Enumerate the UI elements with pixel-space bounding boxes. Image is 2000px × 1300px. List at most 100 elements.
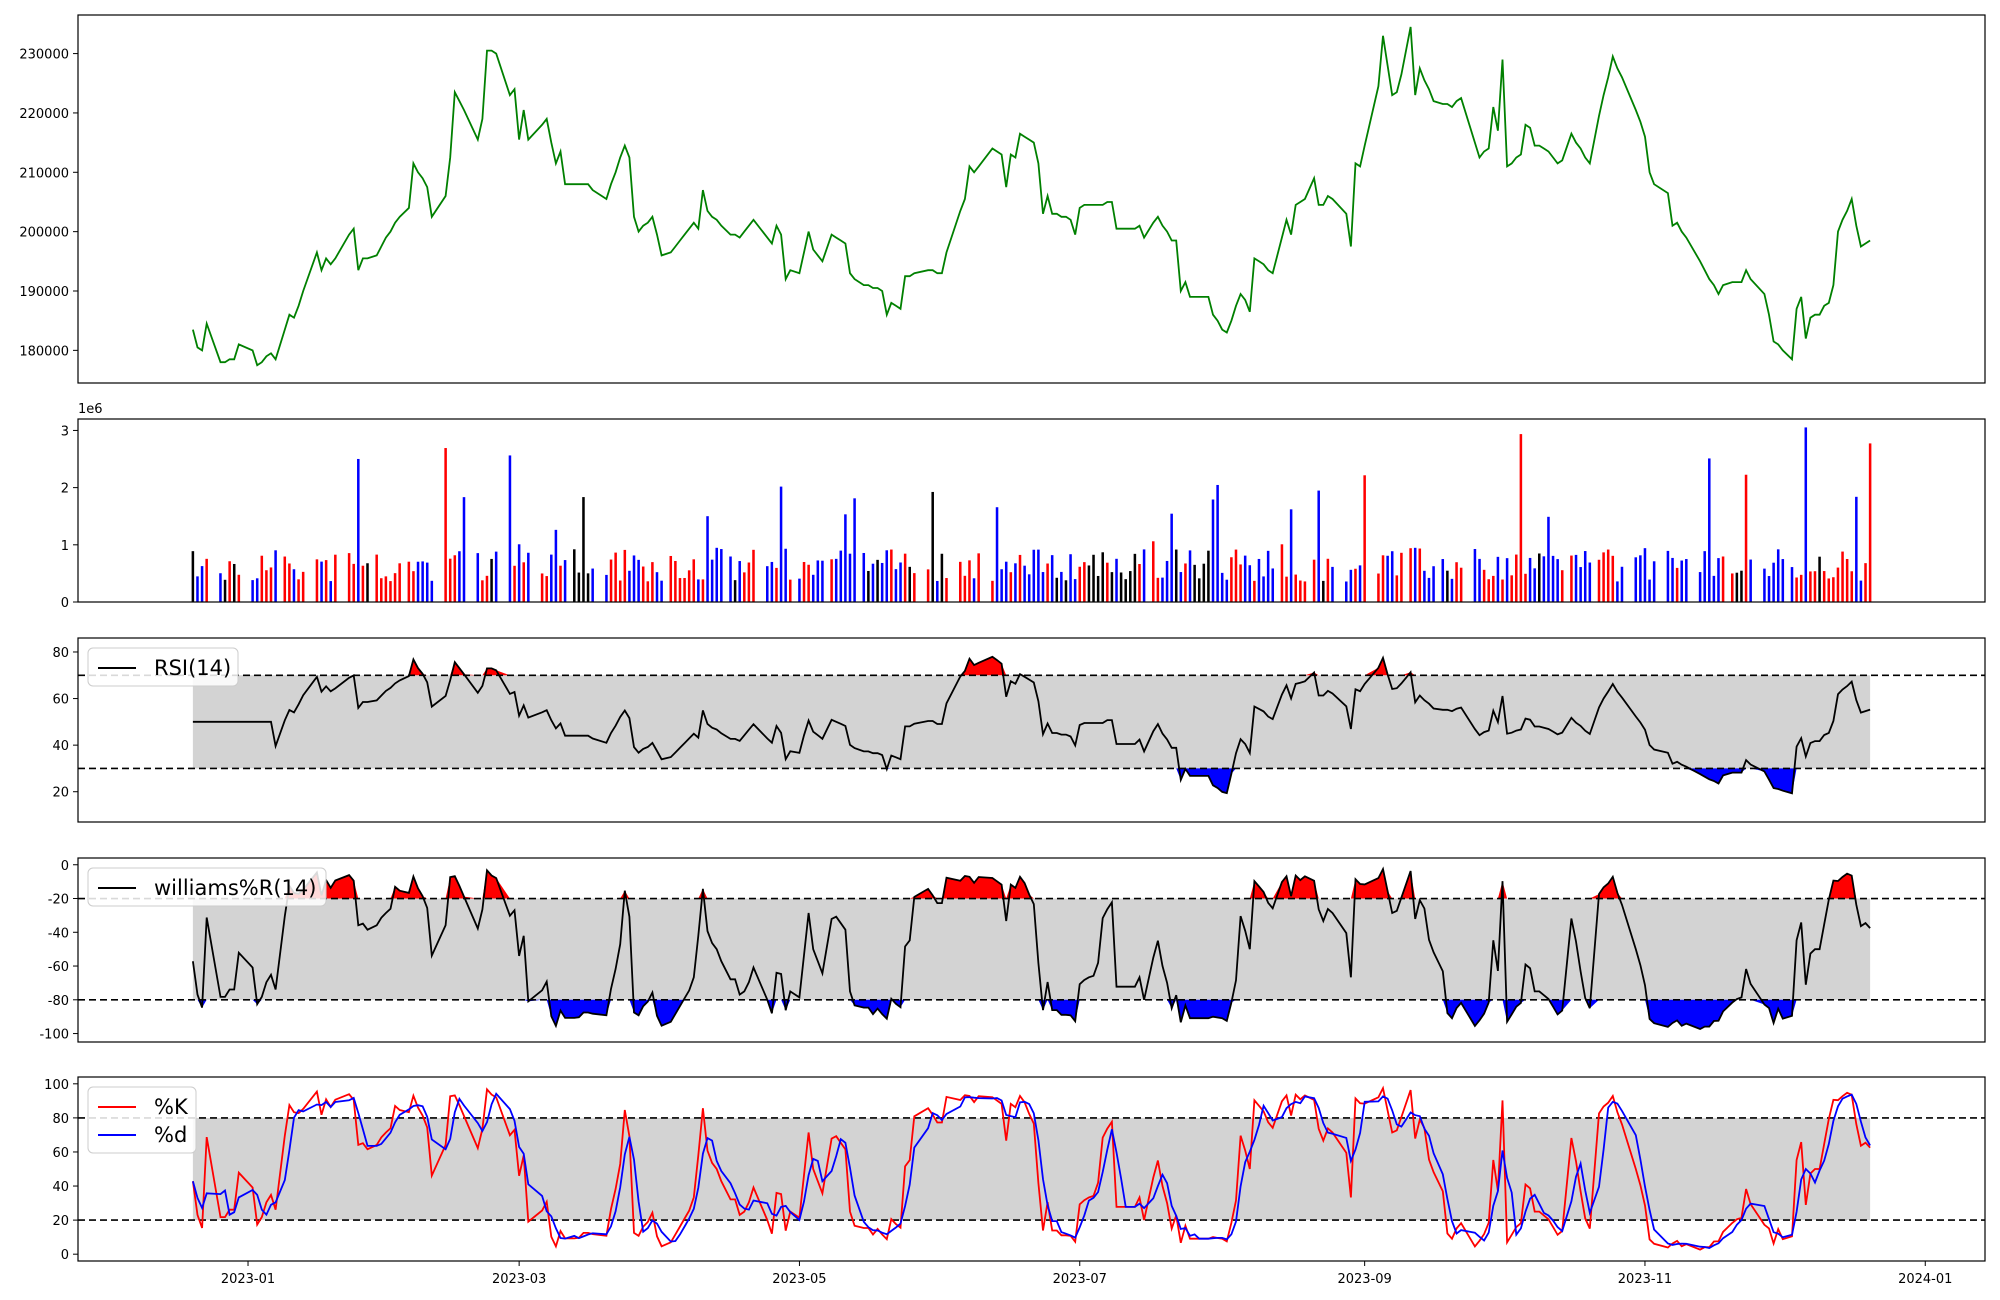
volume-bar: [908, 566, 911, 602]
volume-bar: [1115, 558, 1118, 602]
x-axis: 2023-01 2023-03 2023-05 2023-07 2023-09 2023-…: [221, 1261, 1952, 1287]
volume-bar: [784, 548, 787, 602]
volume-bar: [324, 560, 328, 602]
y-tick-label: 80: [52, 1112, 69, 1127]
volume-bar: [1138, 564, 1141, 602]
d-line: [192, 1092, 1871, 1249]
volume-bar: [1009, 572, 1013, 602]
legend-box: [87, 1086, 197, 1154]
volume-bar: [1101, 552, 1104, 602]
volume-bar: [1579, 567, 1582, 602]
volume-bar: [458, 551, 461, 602]
volume-bar: [706, 516, 709, 602]
volume-bar: [779, 486, 783, 602]
volume-bar: [1790, 567, 1794, 602]
volume-bar: [1551, 555, 1555, 602]
neutral-band: [192, 1117, 1871, 1221]
volume-bar: [1524, 573, 1527, 602]
volume-bar: [876, 559, 879, 602]
volume-bar: [513, 565, 516, 602]
volume-bar: [1620, 566, 1624, 602]
volume-bar: [1170, 513, 1173, 602]
volume-bar: [416, 561, 420, 602]
volume-bar: [945, 578, 948, 602]
volume-bar: [871, 563, 875, 602]
volume-bar: [1262, 576, 1265, 602]
volume-bar: [329, 581, 332, 602]
legend-label: %K: [154, 1095, 189, 1119]
volume-bar: [1501, 579, 1504, 602]
stochastic-panel: 0 20 40 60 80 100 %K %d: [44, 1076, 1986, 1263]
volume-bar: [1487, 579, 1490, 602]
volume-bar: [1652, 561, 1656, 602]
volume-bar: [1602, 552, 1605, 602]
volume-bar: [1818, 556, 1821, 602]
volume-bar: [936, 580, 939, 602]
volume-bar: [1179, 572, 1183, 602]
volume-bar: [1266, 550, 1270, 602]
volume-bar: [334, 554, 337, 602]
volume-bar: [1712, 575, 1716, 602]
volume-bar: [1864, 563, 1867, 602]
y-tick-label: 180000: [19, 344, 69, 359]
y-tick-label: 220000: [19, 107, 69, 122]
volume-bar: [1735, 572, 1739, 602]
volume-bar: [232, 563, 236, 602]
volume-bar: [1390, 551, 1394, 602]
volume-bar: [1776, 549, 1780, 602]
volume-bar: [913, 573, 916, 602]
volume-bar: [1413, 547, 1417, 602]
volume-bar: [1560, 570, 1564, 602]
volume-bar: [301, 571, 305, 602]
volume-bar: [1740, 570, 1743, 602]
volume-bar: [1570, 555, 1573, 602]
volume-bar: [991, 580, 994, 602]
volume-bar: [269, 567, 273, 602]
volume-bar: [1685, 559, 1688, 602]
volume-bar: [729, 556, 732, 602]
volume-bar: [697, 579, 700, 602]
volume-bar: [839, 550, 843, 602]
williams-r-line: [192, 866, 1871, 1030]
volume-bar: [1349, 569, 1353, 602]
volume-bar: [1822, 571, 1826, 602]
volume-bar: [462, 497, 466, 602]
volume-bar: [1041, 572, 1045, 602]
volume-bar: [297, 579, 300, 602]
x-tick-label: 2023-07: [1053, 1272, 1107, 1287]
volume-bar: [485, 575, 489, 602]
y-tick-label: -40: [48, 926, 69, 941]
legend-label: %d: [154, 1123, 187, 1147]
volume-bar: [1358, 565, 1362, 602]
volume-bar: [821, 560, 824, 602]
volume-bar: [490, 558, 493, 602]
volume-bar: [292, 569, 296, 602]
volume-bar: [1184, 563, 1187, 602]
volume-bar: [1583, 551, 1587, 602]
volume-bar: [1197, 578, 1201, 602]
volume-bar: [880, 562, 884, 602]
y-tick-label: 40: [52, 739, 69, 754]
volume-bar: [1845, 558, 1849, 602]
volume-bar: [1322, 580, 1325, 602]
volume-bar: [1538, 553, 1541, 602]
volume-bar: [683, 577, 686, 602]
volume-bar: [614, 552, 617, 602]
volume-bar: [1129, 571, 1132, 602]
y-tick-label: 40: [52, 1180, 69, 1195]
volume-bar: [1763, 568, 1766, 602]
y-tick-label: 100: [44, 1078, 69, 1093]
y-tick-label: 200000: [19, 226, 69, 241]
volume-bar: [1836, 567, 1840, 602]
volume-bar: [448, 558, 452, 602]
volume-bar: [265, 570, 268, 602]
volume-bar: [807, 564, 810, 602]
legend-label: RSI(14): [154, 656, 231, 680]
volume-bar: [1216, 484, 1219, 602]
volume-bar: [1119, 572, 1123, 602]
volume-bar: [315, 559, 319, 602]
volume-bar: [481, 580, 484, 602]
volume-bar: [926, 569, 930, 602]
volume-bar: [1280, 544, 1284, 602]
volume-bar: [255, 578, 259, 602]
